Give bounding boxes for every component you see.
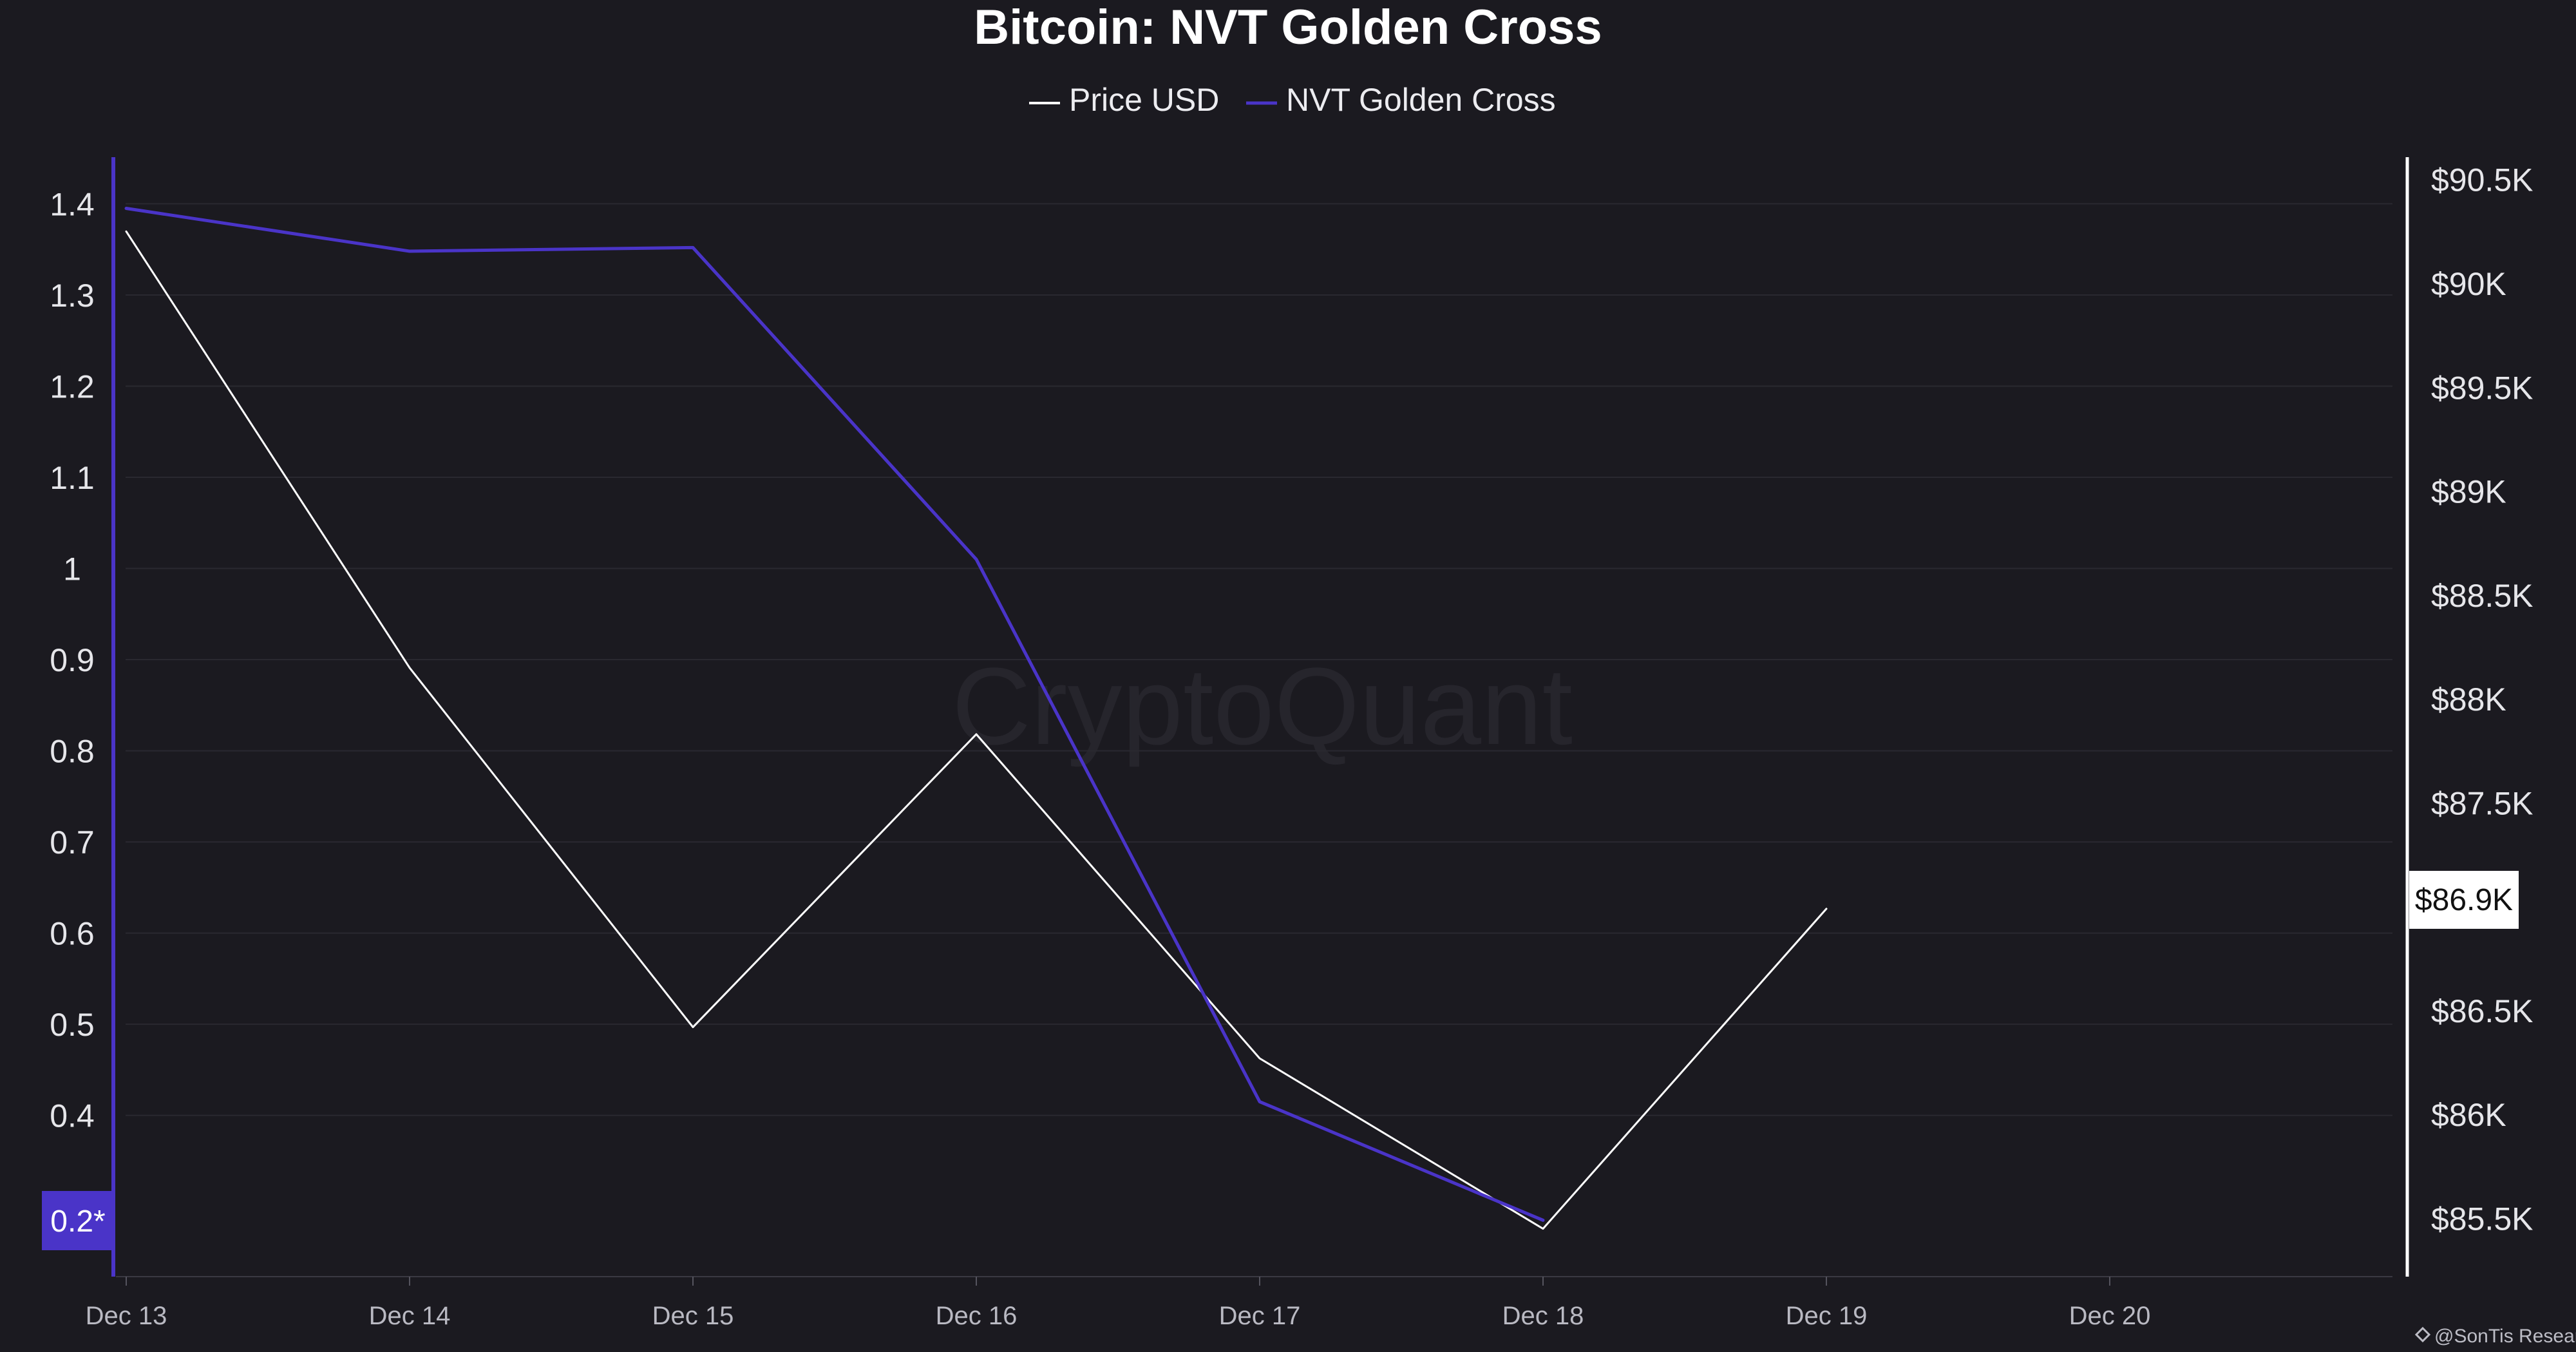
gridlines [126, 203, 2392, 1116]
y-right-tick-7: $86.5K [2431, 993, 2533, 1029]
y-left-tick-2: 1.2 [50, 368, 95, 405]
x-tick-3: Dec 16 [936, 1302, 1018, 1330]
x-tick-7: Dec 20 [2069, 1302, 2151, 1330]
x-tick-5: Dec 18 [1502, 1302, 1584, 1330]
legend-label-nvt: NVT Golden Cross [1286, 82, 1556, 118]
y-right-tick-2: $89.5K [2431, 370, 2533, 406]
legend: Price USD NVT Golden Cross [1029, 82, 1556, 118]
left-current-label: 0.2* [42, 1191, 114, 1250]
y-right-tick-4: $88.5K [2431, 578, 2533, 614]
credit: @SonTis Research [2414, 1326, 2576, 1347]
y-left-tick-4: 1 [63, 551, 81, 587]
diamond-icon [2414, 1326, 2431, 1343]
y-right-tick-8: $86K [2431, 1097, 2506, 1133]
right-current-label-text: $86.9K [2415, 883, 2513, 917]
right-current-label: $86.9K [2409, 871, 2519, 929]
y-right-tick-5: $88K [2431, 681, 2506, 718]
x-tick-2: Dec 15 [652, 1302, 734, 1330]
series-line-price-usd [125, 230, 1828, 1230]
chart-title: Bitcoin: NVT Golden Cross [974, 0, 1602, 55]
left-current-label-text: 0.2* [50, 1204, 105, 1239]
y-right-tick-0: $90.5K [2431, 162, 2533, 198]
series [124, 207, 1828, 1230]
y-right-tick-3: $89K [2431, 474, 2506, 510]
x-tick-0: Dec 13 [86, 1302, 167, 1330]
right-current-label-bg [2409, 871, 2519, 929]
y-left-tick-9: 0.5 [50, 1007, 95, 1043]
y-left-tick-10: 0.4 [50, 1098, 95, 1134]
x-tick-1: Dec 14 [369, 1302, 451, 1330]
y-right-tick-6: $87.5K [2431, 785, 2533, 821]
y-left-tick-1: 1.3 [50, 278, 95, 314]
y-left-tick-8: 0.6 [50, 916, 95, 952]
y-left-tick-6: 0.8 [50, 734, 95, 770]
y-left-tick-7: 0.7 [50, 824, 95, 861]
series-line-nvt-golden-cross [124, 207, 1545, 1222]
x-tick-6: Dec 19 [1786, 1302, 1868, 1330]
credit-text: @SonTis Research [2434, 1326, 2576, 1347]
watermark: CryptoQuant [952, 645, 1573, 768]
y-left-tick-3: 1.1 [50, 460, 95, 496]
axes [111, 157, 2409, 1286]
legend-label-price: Price USD [1069, 82, 1219, 118]
y-right-tick-1: $90K [2431, 266, 2506, 302]
x-tick-4: Dec 17 [1219, 1302, 1301, 1330]
y-right-tick-9: $85.5K [2431, 1201, 2533, 1237]
axis-labels: 1.4 1.3 1.2 1.1 1 0.9 0.8 0.7 0.6 0.5 0.4 $90.5K $90… [50, 162, 2533, 1330]
left-current-label-bg [42, 1191, 114, 1250]
y-left-tick-5: 0.9 [50, 642, 95, 678]
y-left-tick-0: 1.4 [50, 186, 95, 222]
